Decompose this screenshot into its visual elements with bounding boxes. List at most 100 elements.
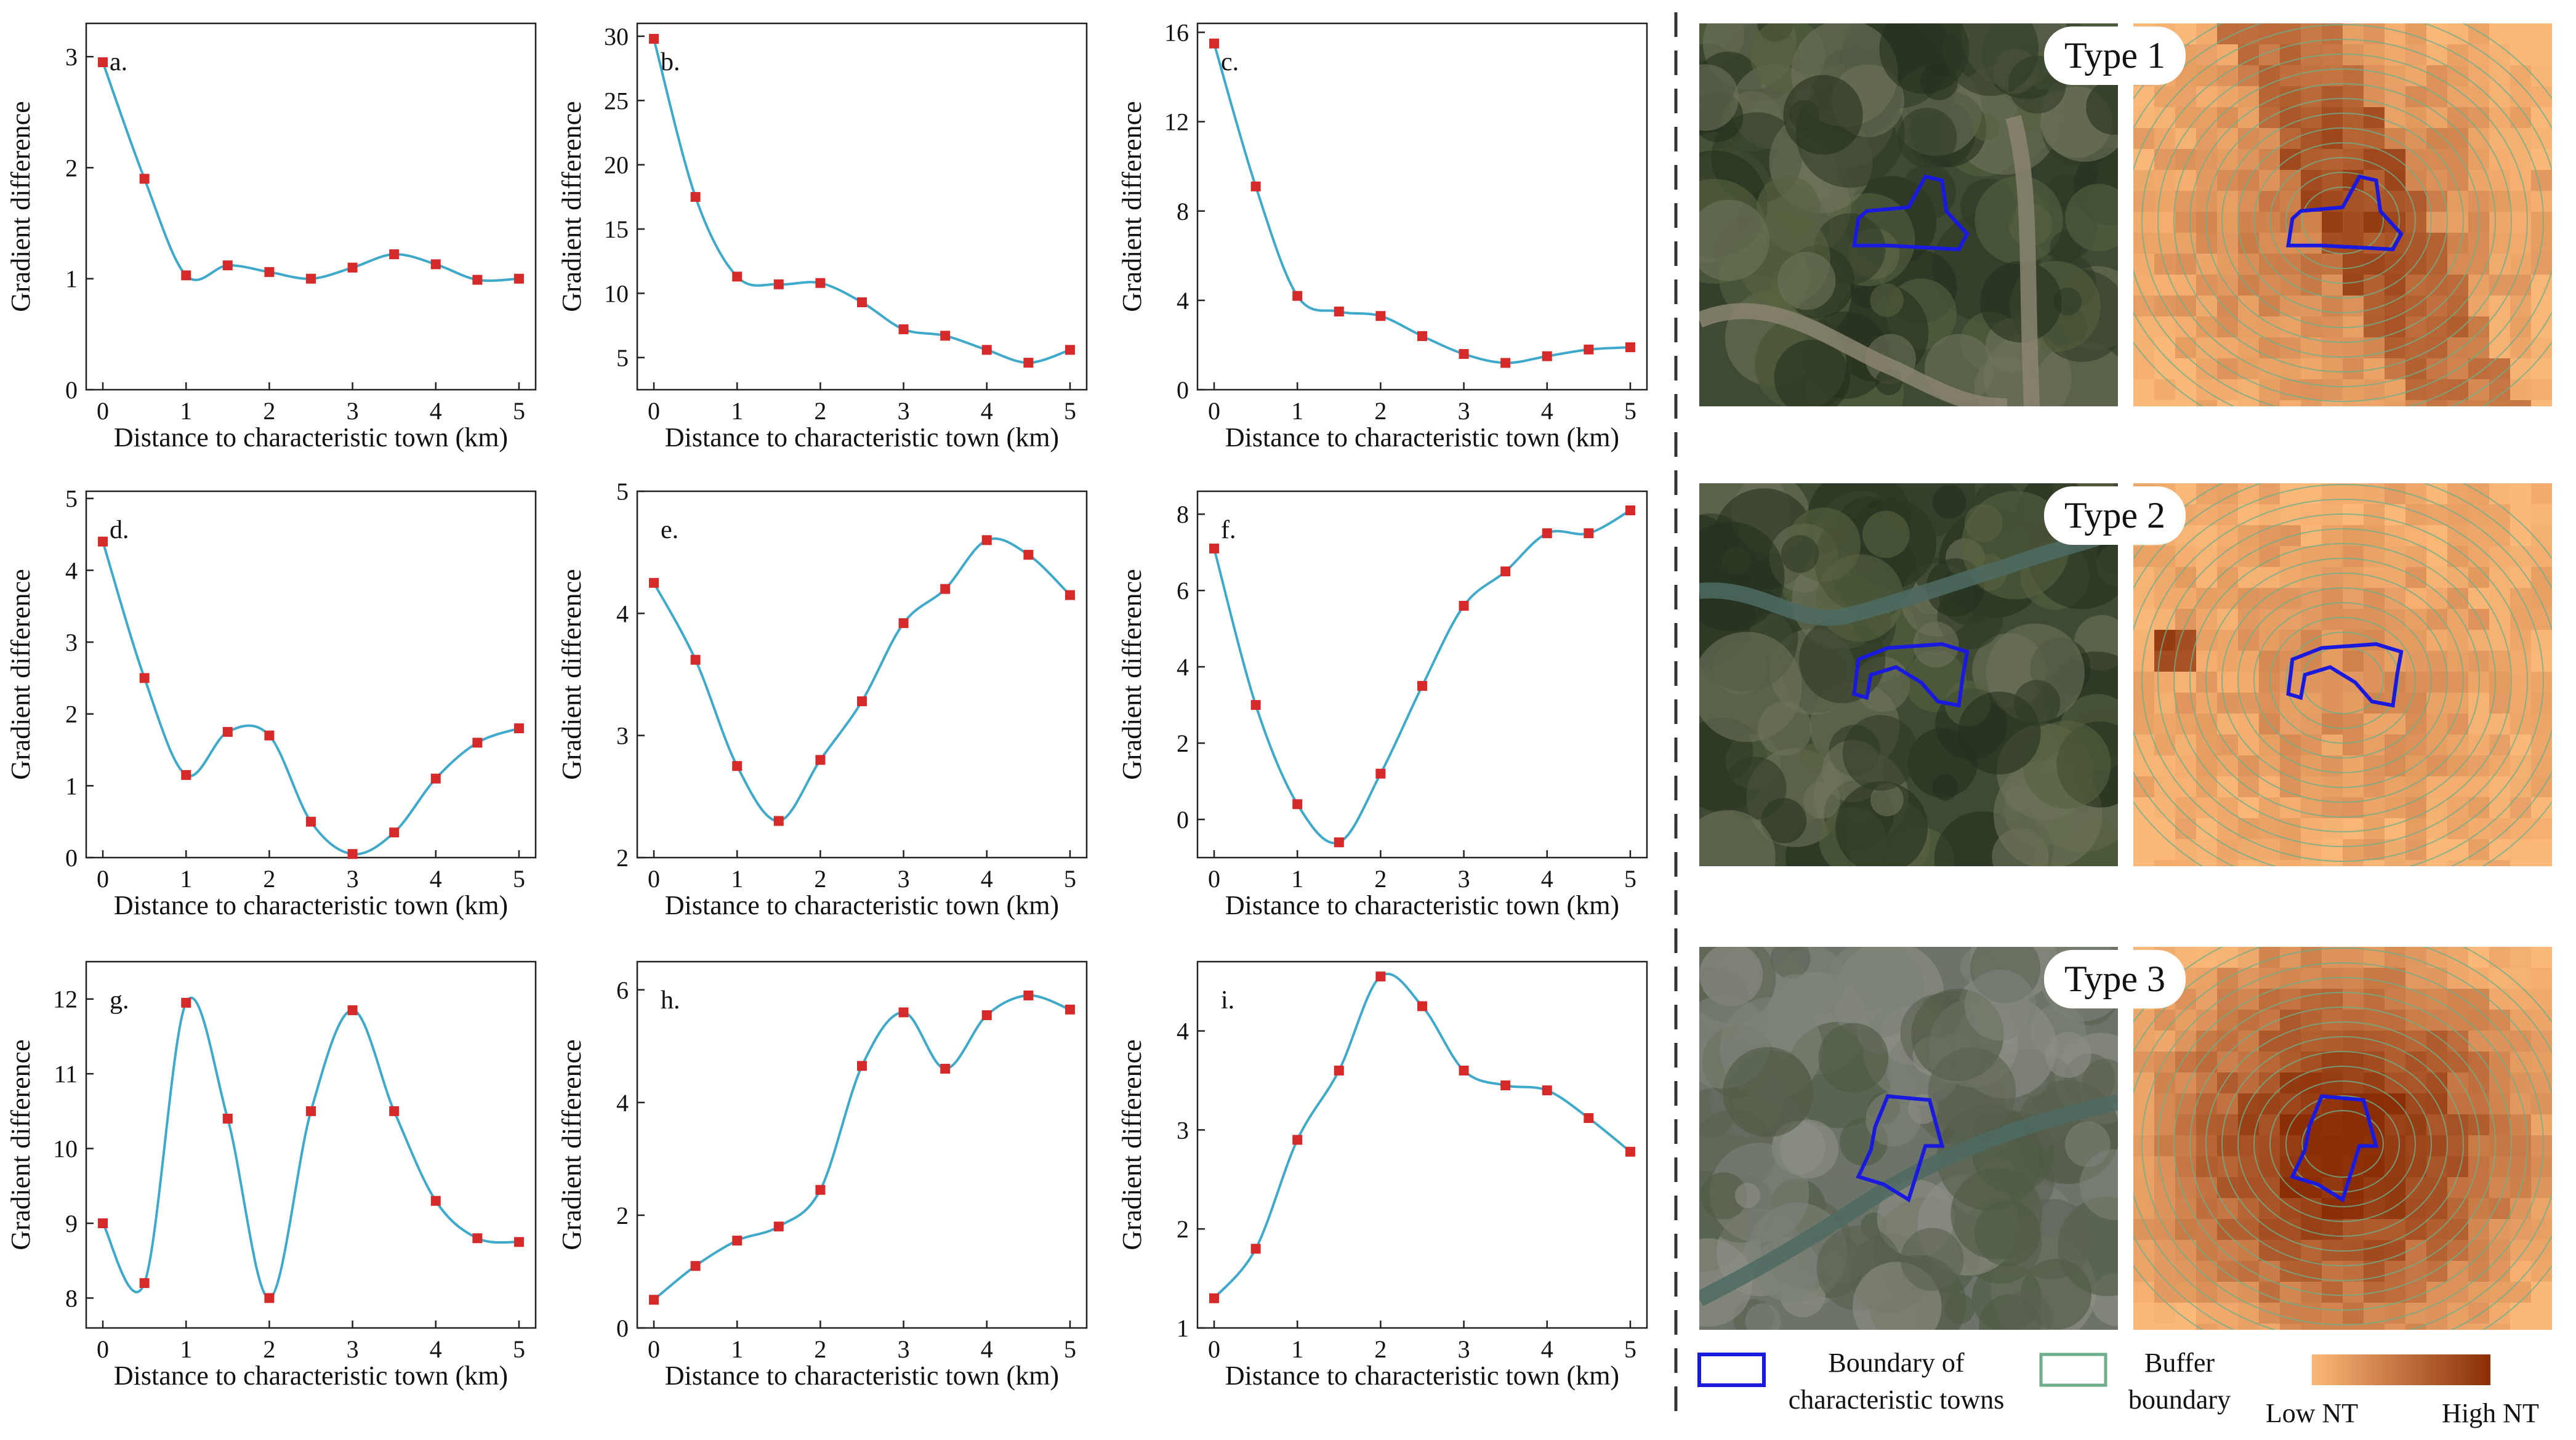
x-tick-label: 2	[263, 397, 275, 425]
plot-frame	[1196, 490, 1648, 859]
plot-frame	[1196, 22, 1648, 391]
panel-label: a.	[110, 48, 127, 76]
data-point	[513, 723, 524, 733]
legend-boundary-label-line2: characteristic towns	[1789, 1385, 2005, 1415]
data-point	[981, 1010, 992, 1020]
buffer-ring	[2141, 39, 2544, 402]
x-tick-label: 0	[97, 397, 109, 425]
chart-h: 0 1 2 3 4 5 0 2 4 6 Distance to characteristic tow…	[557, 960, 1088, 1391]
data-point	[264, 1293, 275, 1303]
x-tick-label: 5	[513, 1335, 525, 1363]
data-point	[815, 755, 826, 765]
x-axis-label: Distance to characteristic town (km)	[665, 1361, 1059, 1391]
x-tick-label: 1	[180, 397, 192, 425]
y-tick-label: 5	[65, 485, 78, 513]
plot-frame	[636, 22, 1088, 391]
buffer-ring	[2141, 499, 2544, 862]
y-tick-label: 8	[1177, 501, 1189, 528]
y-axis-label: Gradient difference	[557, 1039, 587, 1250]
y-tick-label: 3	[65, 629, 78, 656]
y-tick-label: 4	[1177, 653, 1189, 681]
y-tick-label: 1	[1177, 1314, 1189, 1342]
type-3-panel: Type 3	[1699, 947, 2552, 1330]
y-tick-label: 8	[65, 1284, 78, 1312]
buffer-ring	[2157, 513, 2528, 847]
data-point	[1250, 1244, 1261, 1254]
buffer-ring	[2157, 977, 2528, 1311]
data-point	[1065, 1004, 1075, 1015]
data-point	[139, 673, 150, 683]
data-point	[1625, 342, 1635, 353]
data-point	[1023, 990, 1034, 1000]
data-point	[389, 249, 400, 260]
x-tick-label: 4	[981, 1335, 993, 1363]
chart-f: 0 1 2 3 4 5 0 2 4 6 8 Distance to characteristic to…	[1117, 490, 1648, 920]
y-axis-label: Gradient difference	[6, 1039, 36, 1250]
town-boundary-satellite	[1856, 1094, 1945, 1203]
y-tick-label: 6	[616, 976, 629, 1004]
data-point	[264, 730, 275, 741]
x-tick-label: 3	[1458, 865, 1470, 893]
x-tick-label: 5	[1624, 1335, 1636, 1363]
plot-frame	[85, 960, 537, 1329]
data-point	[139, 174, 150, 184]
data-point	[1584, 344, 1594, 355]
x-tick-label: 0	[1208, 865, 1220, 893]
data-point	[1292, 1135, 1303, 1145]
buffer-ring	[2205, 1021, 2480, 1266]
y-tick-label: 2	[616, 1202, 629, 1229]
data-point	[1375, 971, 1386, 982]
x-tick-label: 4	[1541, 397, 1553, 425]
x-tick-label: 1	[731, 1335, 743, 1363]
y-axis-label: Gradient difference	[1117, 101, 1147, 312]
buffer-ring	[2269, 157, 2416, 284]
data-point	[139, 1278, 150, 1289]
x-tick-label: 5	[513, 397, 525, 425]
data-point	[1459, 600, 1469, 611]
y-tick-label: 4	[1177, 1018, 1189, 1045]
panel-label: f.	[1221, 516, 1236, 544]
data-point	[347, 1005, 358, 1015]
x-tick-label: 5	[1064, 1335, 1076, 1363]
panel-label: i.	[1221, 986, 1234, 1015]
data-point	[98, 1218, 108, 1228]
buffer-ring	[2221, 1036, 2464, 1252]
x-tick-label: 3	[898, 1335, 910, 1363]
buffer-ring	[2269, 1080, 2416, 1207]
data-point	[389, 827, 400, 838]
data-point	[898, 618, 909, 629]
plot-frame	[1196, 960, 1648, 1329]
data-point	[472, 275, 483, 285]
data-point	[649, 577, 659, 588]
x-tick-label: 3	[1458, 1335, 1470, 1363]
data-point	[1023, 550, 1034, 560]
y-tick-label: 3	[65, 43, 78, 71]
y-tick-label: 16	[1164, 19, 1189, 47]
data-point	[222, 726, 233, 737]
x-tick-label: 0	[1208, 397, 1220, 425]
data-point	[1334, 1065, 1344, 1076]
y-tick-label: 1	[65, 772, 78, 800]
data-point	[1625, 505, 1635, 515]
panel-label: g.	[110, 986, 129, 1015]
x-axis-label: Distance to characteristic town (km)	[114, 422, 508, 453]
x-tick-label: 2	[814, 1335, 826, 1363]
y-axis-label: Gradient difference	[557, 101, 587, 312]
x-axis-label: Distance to characteristic town (km)	[114, 1361, 508, 1391]
y-tick-label: 5	[616, 478, 629, 505]
x-tick-label: 3	[1458, 397, 1470, 425]
buffer-ring	[2253, 602, 2432, 758]
y-tick-label: 15	[604, 215, 629, 243]
panel-label: h.	[661, 986, 680, 1015]
y-tick-label: 2	[616, 844, 629, 872]
data-point	[773, 1221, 784, 1232]
y-tick-label: 4	[616, 1089, 629, 1117]
data-point	[347, 262, 358, 273]
data-point	[940, 331, 951, 341]
data-point	[1250, 181, 1261, 191]
type-3-label-bubble	[2044, 950, 2186, 1008]
buffer-ring	[2285, 172, 2400, 269]
